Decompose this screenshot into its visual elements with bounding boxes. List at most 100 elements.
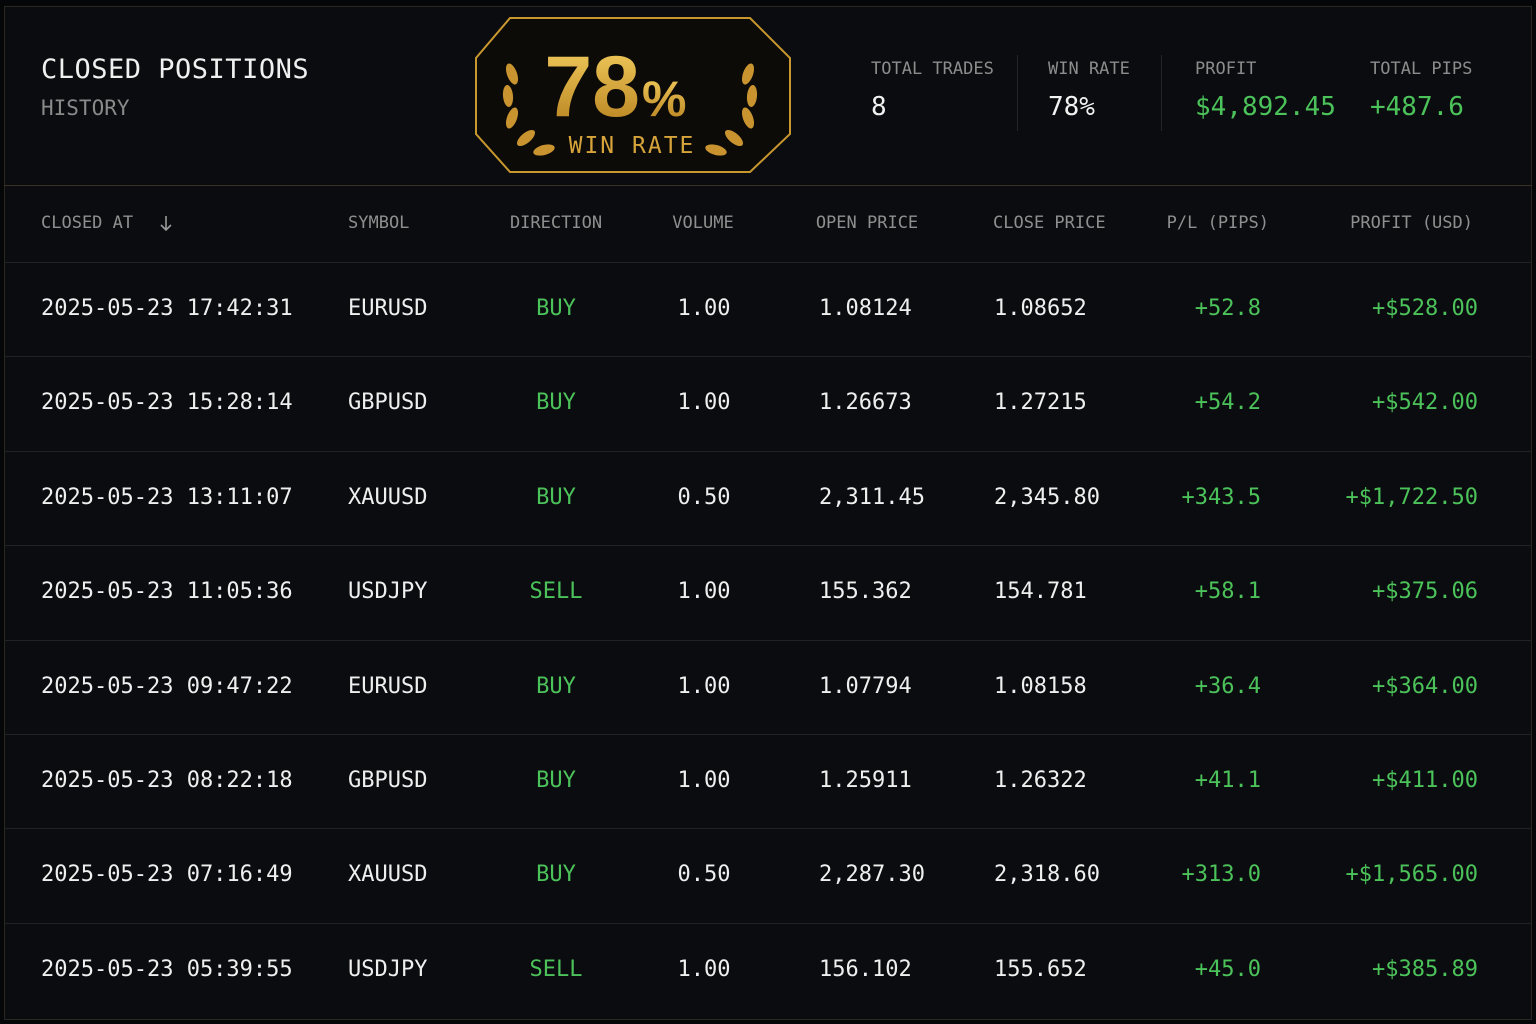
- divider: [1161, 55, 1162, 131]
- stat-label: PROFIT: [1195, 59, 1257, 79]
- table-cell: 2,318.60: [994, 862, 1100, 888]
- table-cell: BUY: [536, 673, 576, 699]
- table-cell: BUY: [536, 390, 576, 416]
- table-cell: 156.102: [819, 956, 912, 982]
- table-cell: USDJPY: [348, 956, 428, 982]
- table-cell: 2,345.80: [994, 484, 1100, 510]
- table-cell: 2025-05-23 07:16:49: [41, 862, 293, 888]
- table-cell: 0.50: [677, 484, 731, 510]
- header-divider: [4, 185, 1532, 186]
- table-cell: 1.08158: [994, 673, 1087, 699]
- table-cell: 2025-05-23 05:39:55: [41, 956, 293, 982]
- row-divider: [4, 734, 1532, 735]
- table-cell: BUY: [536, 484, 576, 510]
- table-cell: 2025-05-23 17:42:31: [41, 296, 293, 321]
- stat-label: TOTAL TRADES: [871, 59, 994, 79]
- win-rate-badge: 78 % WIN RATE: [475, 17, 791, 173]
- panel: [4, 6, 1532, 1020]
- table-cell: GBPUSD: [348, 768, 428, 793]
- table-cell: 1.25911: [819, 768, 912, 793]
- subtitle: HISTORY: [41, 96, 130, 120]
- column-header: SYMBOL: [348, 213, 410, 233]
- table-cell: 2025-05-23 15:28:14: [41, 390, 293, 416]
- table-cell: 2,311.45: [819, 484, 925, 510]
- table-cell: +58.1: [1194, 579, 1261, 605]
- title: CLOSED POSITIONS: [41, 54, 310, 85]
- table-cell: +313.0: [1181, 862, 1261, 888]
- table-cell: BUY: [536, 768, 576, 793]
- table-cell: +36.4: [1194, 673, 1261, 699]
- laurel: [502, 63, 758, 156]
- badge-label: WIN RATE: [569, 133, 696, 159]
- table-cell: +$1,565.00: [1345, 862, 1478, 888]
- table-cell: XAUUSD: [348, 862, 428, 888]
- table-cell: 2025-05-23 11:05:36: [41, 579, 293, 605]
- table-cell: 1.26322: [994, 768, 1087, 793]
- table-cell: +$1,722.50: [1345, 484, 1478, 510]
- table-cell: 155.362: [819, 579, 912, 605]
- table-cell: +343.5: [1181, 484, 1261, 510]
- table-cell: 1.00: [677, 296, 731, 321]
- table-cell: 2025-05-23 09:47:22: [41, 673, 293, 699]
- table-cell: +45.0: [1194, 956, 1261, 982]
- table-cell: 1.00: [677, 579, 731, 605]
- row-divider: [4, 356, 1532, 358]
- row-divider: [4, 450, 1532, 452]
- stat-label: WIN RATE: [1048, 59, 1130, 79]
- table-cell: 1.26673: [819, 390, 912, 416]
- table-cell: +$364.00: [1372, 673, 1478, 699]
- row-divider: [4, 639, 1532, 641]
- divider: [1017, 55, 1018, 131]
- table-cell: 1.08652: [994, 296, 1087, 321]
- table-cell: +$411.00: [1372, 768, 1478, 793]
- column-header: PROFIT (USD): [1350, 213, 1473, 233]
- row-divider: [4, 828, 1532, 830]
- table-cell: EURUSD: [348, 296, 428, 321]
- column-header: CLOSE PRICE: [993, 213, 1106, 233]
- stat-value: $4,892.45: [1195, 92, 1336, 122]
- table-cell: GBPUSD: [348, 390, 428, 416]
- table-cell: 1.07794: [819, 673, 912, 699]
- table-cell: SELL: [529, 956, 583, 982]
- table-cell: +$542.00: [1372, 390, 1478, 416]
- row-divider: [4, 262, 1532, 263]
- column-header: CLOSED AT: [41, 213, 134, 233]
- table-cell: 1.27215: [994, 390, 1087, 416]
- table-cell: +$528.00: [1372, 296, 1478, 321]
- table-cell: 2,287.30: [819, 862, 925, 888]
- row-divider: [4, 545, 1532, 547]
- table-cell: BUY: [536, 296, 576, 321]
- table-cell: SELL: [529, 579, 583, 605]
- table-cell: 154.781: [994, 579, 1087, 605]
- table-cell: 1.00: [677, 956, 731, 982]
- table-cell: EURUSD: [348, 673, 428, 699]
- table-cell: 0.50: [677, 862, 731, 888]
- table-cell: 155.652: [994, 956, 1087, 982]
- column-header: VOLUME: [672, 213, 734, 233]
- column-header: OPEN PRICE: [815, 213, 919, 233]
- sort-icon[interactable]: [158, 214, 174, 234]
- table-cell: BUY: [536, 862, 576, 888]
- table-cell: +54.2: [1194, 390, 1261, 416]
- stat-value: +487.6: [1370, 92, 1464, 122]
- table-cell: USDJPY: [348, 579, 428, 605]
- table-cell: +41.1: [1194, 768, 1261, 793]
- column-header: P/L (PIPS): [1166, 213, 1269, 233]
- table-cell: 1.00: [677, 673, 731, 699]
- row-divider: [4, 922, 1532, 924]
- table-cell: 1.08124: [819, 296, 912, 321]
- stat-label: TOTAL PIPS: [1370, 59, 1473, 79]
- badge-value: 78: [544, 39, 640, 135]
- table-cell: 2025-05-23 08:22:18: [41, 768, 293, 793]
- table-cell: 1.00: [677, 768, 731, 793]
- table-cell: XAUUSD: [348, 484, 428, 510]
- table-cell: +52.8: [1194, 296, 1261, 321]
- stat-value: 78%: [1048, 92, 1095, 122]
- stat-value: 8: [871, 92, 887, 122]
- table-cell: +$375.06: [1372, 579, 1478, 605]
- table-cell: 1.00: [677, 390, 731, 416]
- badge-unit: %: [642, 71, 686, 127]
- table-cell: +$385.89: [1372, 956, 1478, 982]
- table-cell: 2025-05-23 13:11:07: [41, 484, 293, 510]
